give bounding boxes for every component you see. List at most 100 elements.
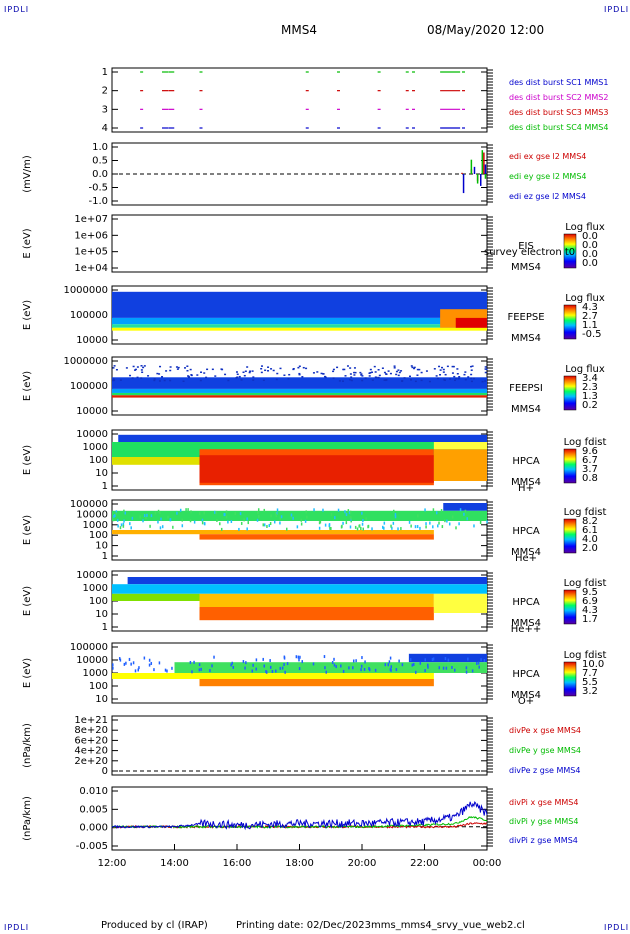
- spectrogram-speckle: [362, 518, 364, 522]
- legend-entry: edi ez gse l2 MMS4: [509, 192, 586, 201]
- spectrogram-speckle: [323, 655, 326, 659]
- spectrogram-speckle: [394, 512, 397, 516]
- spectrogram-speckle: [302, 366, 305, 369]
- spectrogram-speckle: [319, 520, 322, 524]
- spectrogram-speckle: [361, 379, 364, 382]
- spectrogram-speckle: [429, 521, 431, 525]
- colorbar-gradient: [563, 518, 577, 554]
- spectrogram-speckle: [387, 663, 390, 667]
- spectrogram-speckle: [485, 368, 488, 371]
- spectrogram-speckle: [367, 525, 369, 529]
- legend-entry: divPi y gse MMS4: [509, 817, 578, 826]
- spectrogram-speckle: [344, 510, 346, 514]
- ytick-label: -1.0: [88, 196, 108, 207]
- spectrogram-speckle: [118, 657, 121, 661]
- ytick-label: 0: [102, 766, 108, 777]
- spectrogram-band: [112, 377, 487, 389]
- spectrogram-speckle: [230, 520, 233, 524]
- spectrogram-speckle: [140, 377, 143, 379]
- spectrogram-speckle: [223, 513, 226, 517]
- ytick-label: 1.0: [92, 142, 108, 153]
- y-axis-label: (mV/m): [22, 155, 33, 193]
- spectrogram-speckle: [215, 510, 217, 514]
- colorbar-gradient: [563, 375, 577, 411]
- ytick-label: 100: [89, 455, 108, 466]
- spectrogram-speckle: [324, 666, 326, 670]
- spectrogram-speckle: [158, 373, 161, 375]
- spectrogram-speckle: [344, 375, 347, 377]
- spectrogram-speckle: [432, 525, 434, 529]
- spectrogram-speckle: [142, 366, 145, 369]
- spectrogram-speckle: [384, 663, 387, 667]
- spectrogram-speckle: [408, 520, 411, 524]
- spectrogram-speckle: [139, 515, 141, 519]
- corner-label-top-right: IPDLI: [604, 5, 630, 14]
- spectrogram-speckle: [484, 371, 487, 374]
- spectrogram-speckle: [336, 366, 339, 369]
- spectrogram-speckle: [304, 519, 307, 523]
- spectrogram-speckle: [435, 375, 438, 377]
- instrument-label: EIS: [518, 241, 534, 252]
- panel-frame-eis: [111, 214, 488, 273]
- spectrogram-speckle: [165, 370, 168, 372]
- spectrogram-speckle: [146, 513, 148, 517]
- instrument-label: HPCA: [512, 669, 540, 680]
- spectrogram-speckle: [390, 524, 392, 528]
- colorbar-tick-label: 1.7: [582, 614, 598, 625]
- spectrogram-speckle: [301, 376, 304, 378]
- colorbar-tick-label: 4.3: [582, 302, 598, 313]
- spectrogram-speckle: [288, 373, 291, 376]
- spectrogram-speckle: [281, 666, 284, 670]
- spectrogram-speckle: [389, 656, 392, 660]
- spectrogram-speckle: [356, 527, 359, 531]
- spectrogram-speckle: [214, 510, 216, 514]
- ytick-label: 1e+07: [74, 214, 108, 225]
- spectrogram-speckle: [113, 379, 116, 382]
- spectrogram-speckle: [456, 368, 459, 370]
- spectrogram-speckle: [454, 668, 456, 672]
- spectrogram-speckle: [189, 660, 192, 664]
- spectrogram-speckle: [453, 375, 456, 378]
- spectrogram-speckle: [470, 377, 473, 380]
- spectrogram-speckle: [410, 524, 412, 528]
- spectrogram-speckle: [238, 375, 241, 378]
- spectrogram-speckle: [363, 667, 366, 671]
- spectrogram-band: [199, 679, 434, 687]
- species-label: He++: [511, 624, 541, 635]
- spectrogram-speckle: [177, 366, 180, 369]
- spectrogram-speckle: [470, 373, 473, 376]
- spectrogram-speckle: [136, 366, 139, 368]
- spectrogram-speckle: [190, 374, 193, 377]
- colorbar-tick-label: 7.7: [582, 668, 598, 679]
- spectrogram-speckle: [298, 372, 301, 375]
- y-axis-label: E (eV): [22, 586, 33, 616]
- spectrogram-speckle: [400, 370, 403, 372]
- spectrogram-speckle: [457, 377, 460, 380]
- spectrogram-speckle: [171, 666, 173, 670]
- spectrogram-speckle: [441, 525, 444, 529]
- spectrogram-speckle: [390, 665, 393, 669]
- spectrogram-band: [433, 442, 487, 450]
- spectrogram-speckle: [114, 513, 116, 517]
- legend-entry: edi ey gse l2 MMS4: [509, 172, 587, 181]
- spectrogram-speckle: [269, 522, 272, 526]
- spectrogram-speckle: [275, 378, 278, 381]
- spectrogram-speckle: [284, 670, 286, 674]
- spectrogram-speckle: [273, 520, 276, 524]
- spectrogram-speckle: [225, 510, 228, 514]
- spectrogram-speckle: [187, 508, 189, 512]
- ytick-label: 1000: [83, 442, 108, 453]
- spectrogram-speckle: [373, 365, 376, 368]
- spectrogram-speckle: [179, 508, 182, 512]
- spectrogram-speckle: [159, 365, 162, 368]
- colorbar-tick-label: 10.0: [582, 659, 604, 670]
- spectrogram-speckle: [231, 661, 233, 665]
- footer-produced-by: Produced by cl (IRAP): [101, 920, 208, 931]
- spectrogram-speckle: [115, 512, 117, 516]
- ytick-label: 1: [102, 551, 108, 562]
- spectrogram-speckle: [350, 516, 352, 520]
- spectrogram-speckle: [256, 518, 259, 522]
- spectrogram-speckle: [424, 508, 426, 512]
- spectrogram-speckle: [395, 370, 398, 373]
- spectrogram-speckle: [213, 655, 215, 659]
